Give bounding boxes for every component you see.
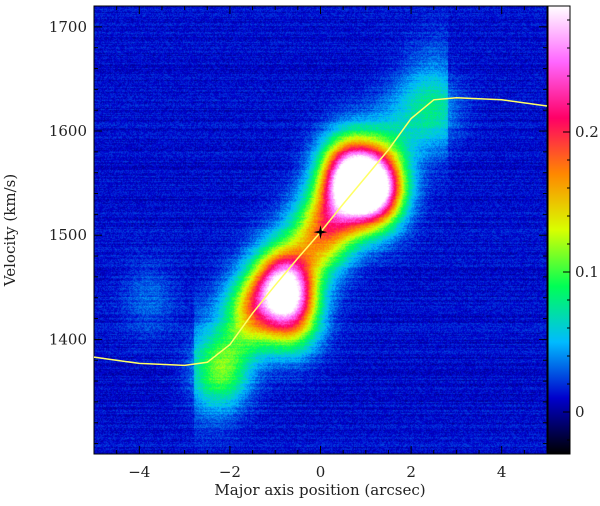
plot-area: −4 −2 0 2 4 1400 1500 1600 1700 <box>49 5 548 481</box>
colorbar-frame <box>547 5 571 455</box>
x-axis-label: Major axis position (arcsec) <box>214 481 425 499</box>
colorbar: 0 0.1 0.2 <box>547 5 599 455</box>
x-axis: −4 −2 0 2 4 <box>93 6 548 481</box>
center-marker <box>313 225 328 240</box>
y-tick-label: 1500 <box>49 226 87 244</box>
x-tick-label: 0 <box>316 463 326 481</box>
x-tick-label: −4 <box>128 463 150 481</box>
y-tick-label: 1400 <box>49 330 87 348</box>
colorbar-tick-label: 0.2 <box>575 123 599 141</box>
x-tick-label: −2 <box>219 463 241 481</box>
y-axis: 1400 1500 1600 1700 <box>49 5 547 445</box>
colorbar-tick-label: 0.1 <box>575 263 599 281</box>
colorbar-axis: 0 0.1 0.2 <box>563 19 599 441</box>
x-tick-label: 4 <box>497 463 507 481</box>
y-axis-label: Velocity (km/s) <box>1 174 19 287</box>
y-tick-label: 1600 <box>49 122 87 140</box>
x-tick-label: 2 <box>406 463 416 481</box>
y-tick-label: 1700 <box>49 18 87 36</box>
colorbar-gradient <box>548 6 570 454</box>
colorbar-tick-label: 0 <box>575 403 585 421</box>
